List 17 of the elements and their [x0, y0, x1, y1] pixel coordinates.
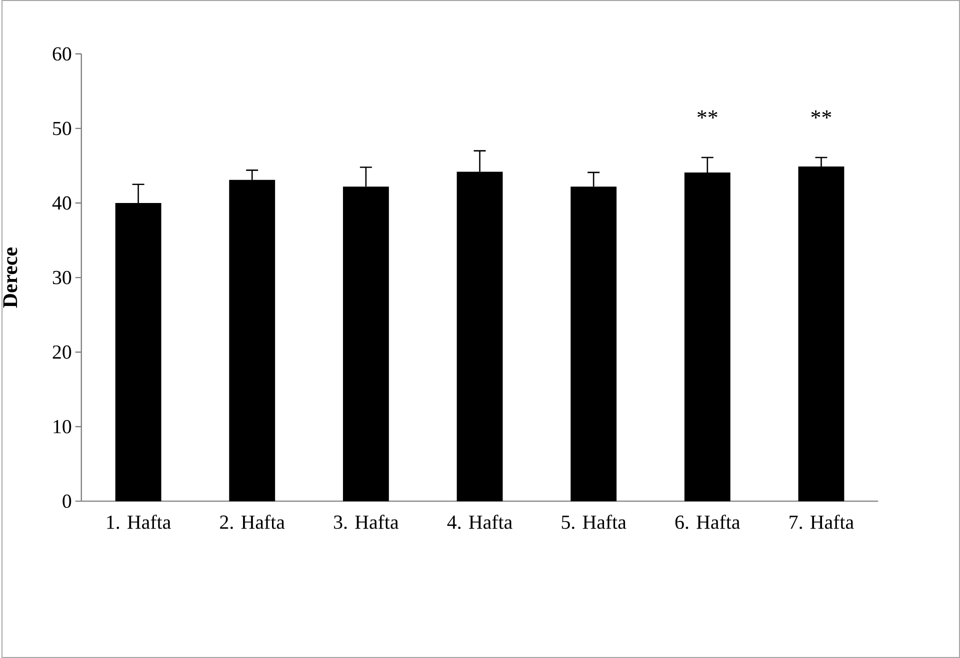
- y-tick-label: 0: [62, 494, 72, 508]
- y-tick-label: 40: [52, 196, 72, 210]
- annotation: **: [698, 110, 718, 118]
- annotation: **: [811, 110, 832, 118]
- x-tick-label: 7. Hafta: [790, 514, 854, 530]
- x-tick-label: 1. Hafta: [107, 514, 171, 530]
- x-tick-label: 4. Hafta: [447, 514, 512, 530]
- x-tick-label: 5. Hafta: [562, 514, 626, 530]
- x-tick-label: 2. Hafta: [220, 514, 285, 530]
- y-tick-label: 50: [53, 122, 72, 136]
- x-tick-label: 3. Hafta: [334, 514, 399, 530]
- x-tick-label: 6. Hafta: [675, 514, 740, 530]
- y-axis-title: Derece: [3, 248, 18, 308]
- y-tick-label: 20: [52, 345, 72, 359]
- y-tick-label: 30: [52, 270, 72, 284]
- y-tick-label: 60: [52, 47, 72, 61]
- y-tick-label: 10: [54, 420, 72, 434]
